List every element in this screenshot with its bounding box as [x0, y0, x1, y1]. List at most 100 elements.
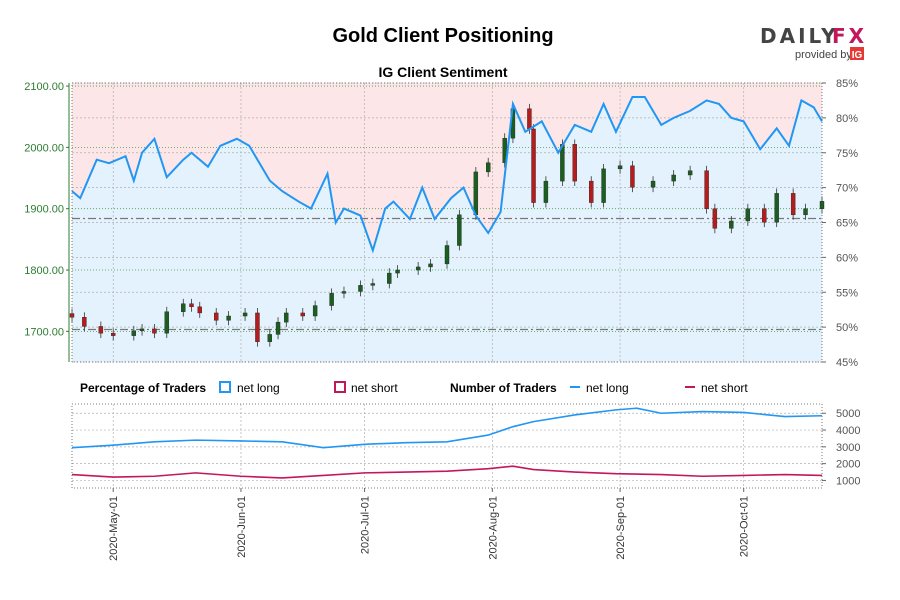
candle-body — [601, 168, 606, 203]
x-axis-label: 2020-Jul-01 — [360, 496, 372, 554]
trader-count-panel: 1000 2000 3000 4000 5000 2020-May-01 2020-Jun-… — [71, 403, 860, 561]
candle-body — [197, 306, 202, 314]
candle-body — [531, 128, 536, 203]
candle-body — [630, 165, 635, 188]
chart-title: Gold Client Positioning — [332, 25, 553, 47]
count-axis-label: 2000 — [836, 459, 860, 471]
candle-body — [226, 315, 231, 321]
candle-body — [572, 144, 577, 182]
right-axis-label: 60% — [836, 252, 858, 264]
net-long-pct-line — [71, 95, 823, 254]
legend-pct-short-label: net short — [351, 381, 398, 395]
candle-body — [687, 170, 693, 176]
right-axis-label: 50% — [836, 322, 858, 334]
brand-name-left: DAILY — [760, 24, 839, 48]
candle-body — [98, 326, 104, 334]
left-axis-label: 1700.00 — [24, 326, 64, 338]
candle-body — [473, 171, 479, 216]
candle-body — [486, 162, 491, 173]
candle-body — [671, 174, 676, 182]
candle-body — [803, 208, 808, 216]
net-short-count-line — [71, 465, 823, 479]
legend-pct-long-swatch — [219, 381, 231, 393]
legend-num-short-label: net short — [701, 381, 748, 395]
candle-body — [284, 312, 289, 323]
candle-body — [457, 214, 462, 246]
candle-body — [181, 303, 186, 312]
x-axis-label: 2020-Aug-01 — [487, 496, 499, 560]
candle-body — [704, 170, 709, 209]
candle-body — [527, 108, 532, 130]
legend-pct-heading: Percentage of Traders — [80, 381, 206, 395]
candle-body — [712, 208, 718, 229]
candle-body — [275, 321, 281, 335]
right-axis-label: 85% — [836, 78, 858, 90]
candle-body — [152, 328, 157, 334]
x-axis-label: 2020-Sep-01 — [615, 496, 627, 560]
legend-num-heading: Number of Traders — [450, 381, 557, 395]
candle-body — [358, 285, 363, 292]
candle-body — [312, 305, 318, 317]
x-axis-label: 2020-May-01 — [108, 496, 120, 561]
candle-body — [255, 312, 260, 342]
x-axis-label: 2020-Oct-01 — [739, 496, 751, 557]
left-axis-label: 1800.00 — [24, 265, 64, 277]
candle-body — [164, 311, 169, 334]
candle-body — [111, 332, 116, 336]
candle-body — [650, 180, 656, 188]
count-axis-label: 5000 — [836, 408, 860, 420]
right-axis-label: 65% — [836, 218, 858, 230]
right-axis-label: 80% — [836, 113, 858, 125]
count-axis-label: 3000 — [836, 442, 860, 454]
long-shade-area — [72, 96, 822, 362]
candle-body — [819, 201, 825, 209]
candle-body — [214, 312, 219, 321]
right-axis-label: 55% — [836, 287, 858, 299]
candle-body — [387, 272, 392, 284]
candle-body — [139, 328, 145, 331]
candle-body — [189, 303, 194, 308]
x-axis-label: 2020-Jun-01 — [236, 496, 248, 558]
right-axis-label: 45% — [836, 357, 858, 369]
candle-body — [617, 165, 623, 170]
count-axis-label: 1000 — [836, 475, 860, 487]
dailyfx-logo: DAILY FX provided by IG — [760, 24, 867, 61]
candle-body — [543, 180, 549, 203]
legend: Percentage of Traders net long net short… — [80, 381, 748, 395]
legend-pct-short-swatch — [334, 381, 346, 393]
legend-num-long-label: net long — [586, 381, 629, 395]
candle-body — [131, 330, 137, 336]
ig-logo — [850, 47, 864, 60]
panel-frame — [71, 82, 823, 363]
price-sentiment-panel: 1700.00 1800.00 1900.00 2000.00 2100.00 45% 50… — [24, 78, 858, 369]
candle-body — [341, 291, 347, 294]
brand-provided-by: provided by — [795, 49, 852, 61]
count-axis-label: 4000 — [836, 425, 860, 437]
candle-body — [370, 283, 376, 286]
legend-pct-long-label: net long — [237, 381, 280, 395]
left-axis-label: 1900.00 — [24, 204, 64, 216]
panel-title: IG Client Sentiment — [378, 64, 507, 80]
candle-body — [267, 334, 273, 342]
candle-body — [745, 208, 751, 222]
net-long-count-line — [71, 407, 823, 449]
candle-body — [300, 312, 305, 317]
right-axis-label: 70% — [836, 183, 858, 195]
brand-name-right: FX — [832, 24, 867, 48]
candle-body — [395, 269, 400, 274]
candle-body — [790, 193, 796, 216]
candle-body — [242, 312, 248, 317]
count-panel-frame — [71, 403, 823, 489]
candle-body — [82, 317, 87, 327]
candle-body — [329, 293, 334, 306]
candle-body — [444, 245, 450, 265]
candle-body — [762, 208, 767, 223]
candle-body — [589, 180, 594, 203]
short-shade-area — [72, 83, 822, 251]
right-axis-label: 75% — [836, 148, 858, 160]
candle-body — [774, 193, 779, 223]
candle-body — [428, 263, 433, 268]
left-axis-label: 2000.00 — [24, 142, 64, 154]
ig-logo-text: IG — [852, 50, 863, 61]
